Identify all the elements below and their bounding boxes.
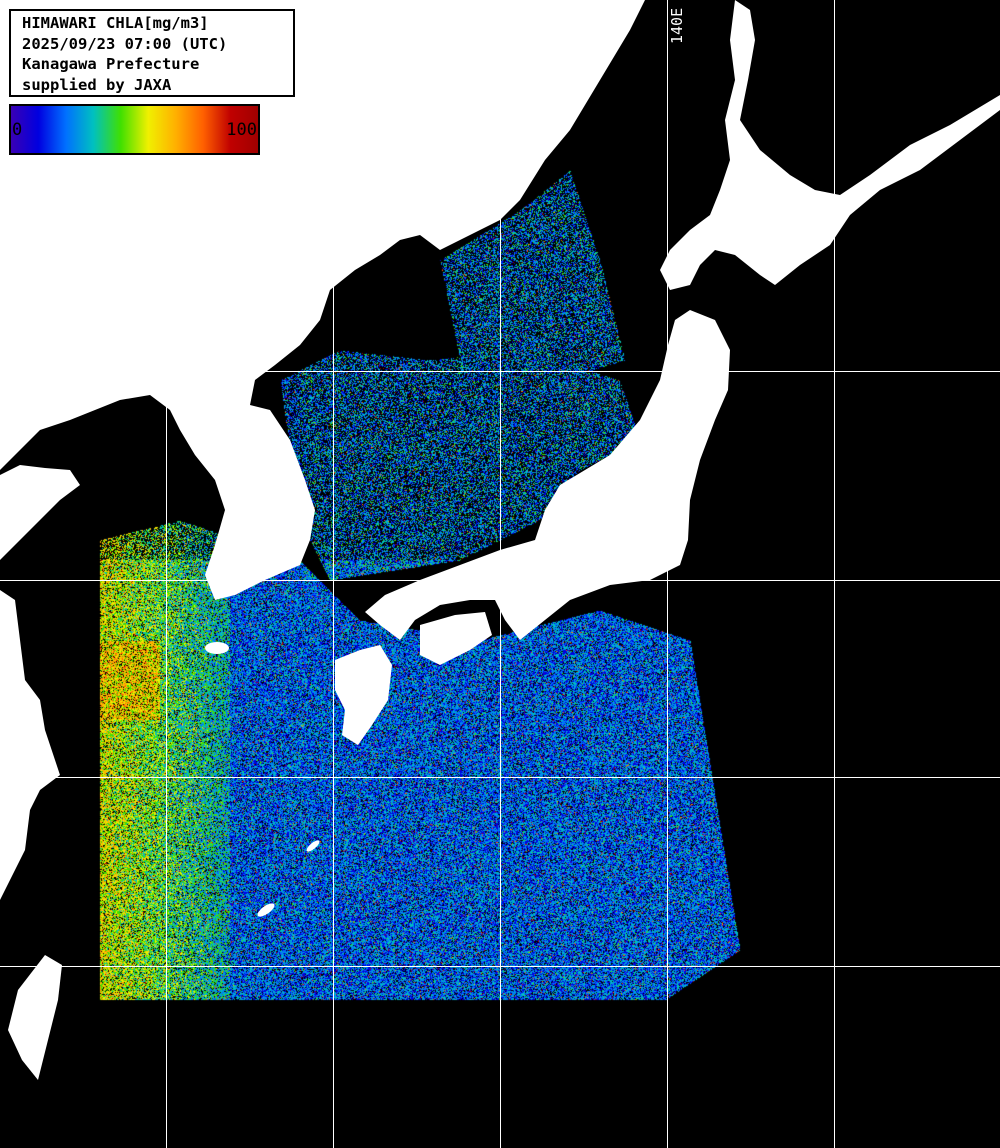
land-shandong — [0, 465, 80, 560]
land-shikoku — [420, 612, 492, 665]
land-jeju — [205, 642, 229, 654]
title-region: Kanagawa Prefecture — [22, 55, 200, 73]
colorbar-min-label: 0 — [12, 120, 23, 140]
color-scale-bar: 0 100 — [9, 104, 260, 155]
title-supplier: supplied by JAXA — [22, 75, 172, 94]
colorbar-max-label: 100 — [226, 120, 257, 140]
land-okinawa — [257, 903, 275, 917]
land-taiwan — [8, 955, 62, 1080]
lat-label-30n: 30N — [13, 759, 41, 777]
lon-label-140e: 140E — [668, 7, 686, 44]
lat-label-40n: 40N — [13, 352, 41, 370]
title-datetime: 2025/09/23 07:00 (UTC) — [22, 34, 228, 53]
land-honshu — [365, 310, 730, 640]
land-kyushu — [335, 645, 392, 745]
land-hokkaido — [660, 0, 1000, 290]
title-box: HIMAWARI CHLA[mg/m3] 2025/09/23 07:00 (U… — [9, 9, 295, 97]
land-amami — [306, 840, 320, 852]
land-china-east — [0, 590, 60, 900]
land-sakhalin-island — [400, 125, 430, 165]
title-product: HIMAWARI CHLA[mg/m3] — [22, 14, 209, 32]
